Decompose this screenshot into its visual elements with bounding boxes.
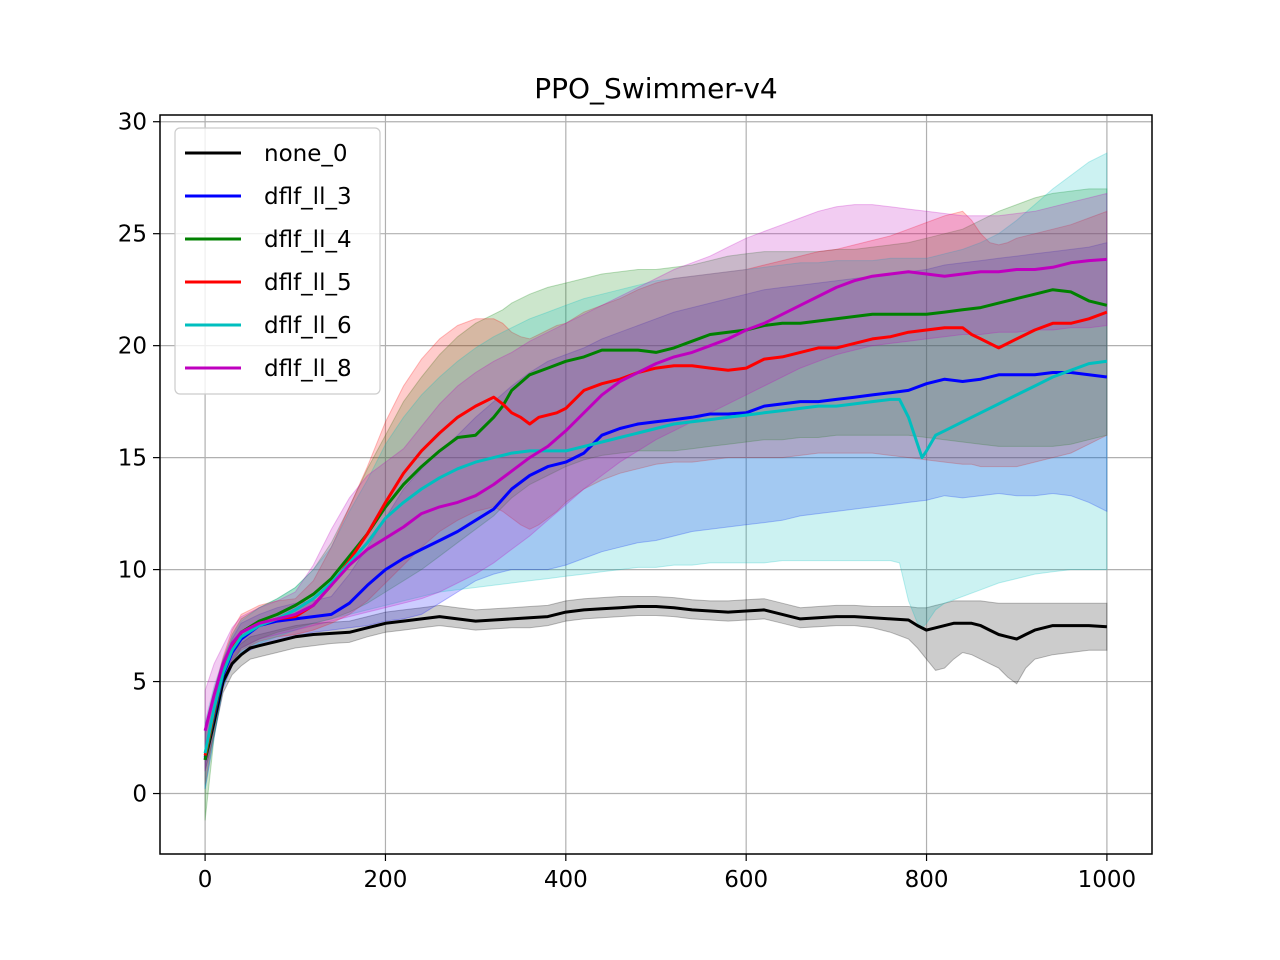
x-tick-label: 0 [198, 867, 213, 893]
x-axis: 0 200 400 600 800 1000 [198, 854, 1136, 893]
x-tick-label: 800 [905, 867, 949, 893]
x-tick-label: 400 [544, 867, 588, 893]
x-tick-label: 600 [724, 867, 768, 893]
plot-area [203, 152, 1108, 821]
legend-label: dflf_ll_3 [264, 184, 352, 210]
legend-label: dflf_ll_8 [264, 356, 352, 382]
line-dflf_ll_6 [203, 359, 1108, 754]
legend-label: dflf_ll_4 [264, 227, 352, 253]
axes-frame [159, 114, 1153, 855]
band-dflf_ll_6 [204, 152, 1108, 790]
y-tick-label: 5 [132, 670, 147, 696]
x-tick-label: 200 [364, 867, 408, 893]
legend-box [174, 127, 381, 395]
line-none_0 [203, 605, 1107, 761]
y-axis: 0 5 10 15 20 25 30 [118, 110, 160, 808]
y-tick-label: 25 [118, 222, 147, 248]
legend-label: none_0 [264, 141, 348, 167]
y-tick-label: 30 [118, 110, 147, 136]
legend-label: dflf_ll_5 [264, 270, 352, 296]
legend-label: dflf_ll_6 [264, 313, 352, 339]
y-tick-label: 0 [132, 782, 147, 808]
y-tick-label: 15 [118, 446, 147, 472]
grid-lines [160, 115, 1152, 854]
band-dflf_ll_4 [204, 188, 1108, 821]
line-dflf_ll_4 [203, 288, 1108, 761]
band-none_0 [204, 596, 1108, 772]
y-tick-label: 20 [118, 334, 147, 360]
line-dflf_ll_8 [203, 257, 1107, 732]
legend: none_0 dflf_ll_3 dflf_ll_4 dflf_ll_5 dflf_ll… [174, 127, 381, 395]
x-tick-label: 1000 [1078, 867, 1137, 893]
band-dflf_ll_5 [204, 210, 1108, 785]
y-tick-label: 10 [118, 558, 147, 584]
series-lines [203, 257, 1108, 761]
line-dflf_ll_3 [203, 371, 1108, 759]
band-dflf_ll_3 [204, 241, 1108, 790]
chart-title: PPO_Swimmer-v4 [534, 72, 778, 105]
